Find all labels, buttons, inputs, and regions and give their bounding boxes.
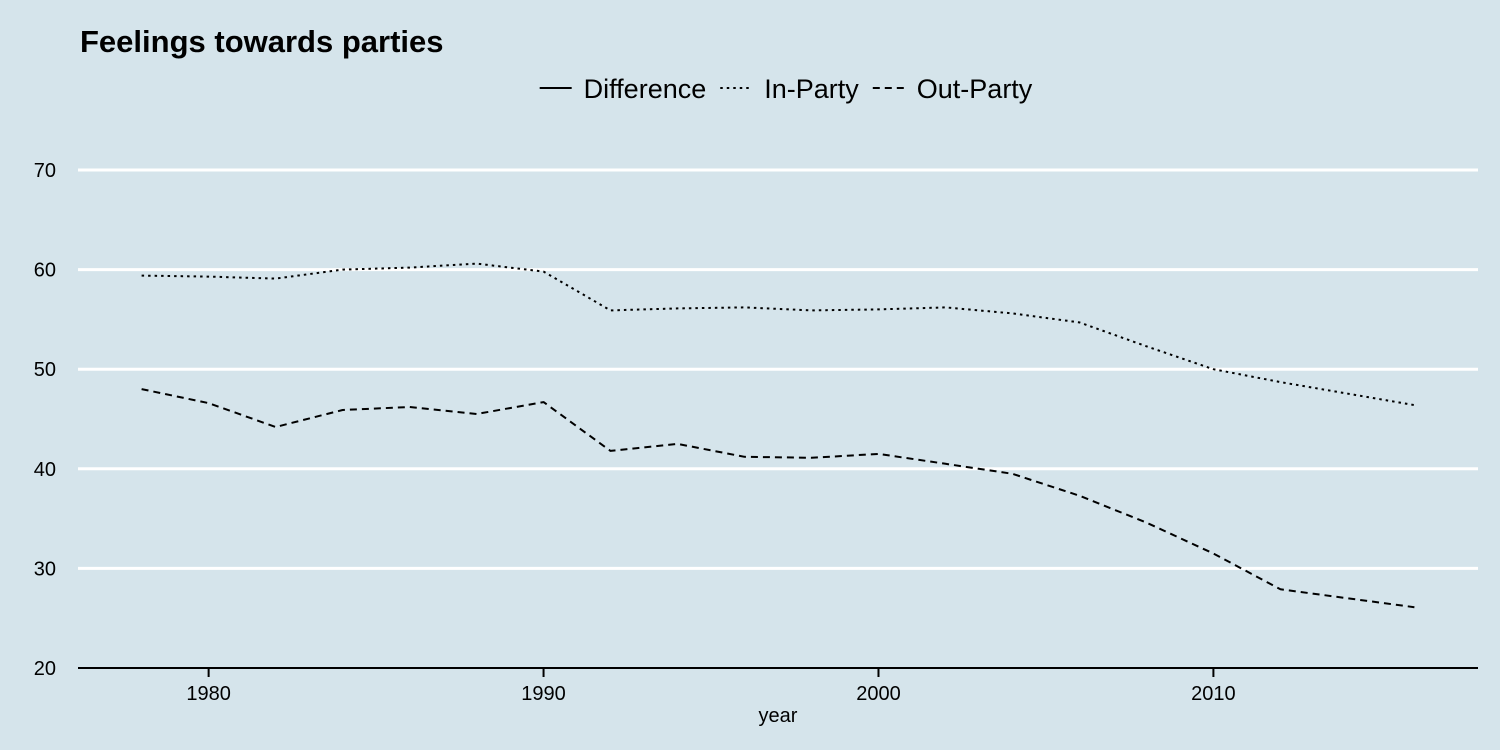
legend-label-in-party: In-Party	[764, 74, 859, 104]
y-tick-label-40: 40	[34, 459, 56, 481]
y-tick-label-50: 50	[34, 359, 56, 381]
y-tick-label-70: 70	[34, 160, 56, 182]
x-tick-label-1990: 1990	[521, 683, 566, 705]
y-tick-label-30: 30	[34, 558, 56, 580]
x-tick-label-2000: 2000	[856, 683, 901, 705]
series-line-in-party	[141, 262, 1415, 407]
legend-label-difference: Difference	[584, 74, 707, 104]
x-axis-title: year	[759, 705, 798, 727]
y-tick-label-20: 20	[34, 658, 56, 680]
series-line-out-party	[141, 388, 1415, 609]
y-tick-label-60: 60	[34, 260, 56, 282]
x-tick-label-2010: 2010	[1191, 683, 1236, 705]
legend-label-out-party: Out-Party	[917, 74, 1033, 104]
chart-title: Feelings towards parties	[80, 24, 444, 59]
x-tick-label-1980: 1980	[186, 683, 231, 705]
